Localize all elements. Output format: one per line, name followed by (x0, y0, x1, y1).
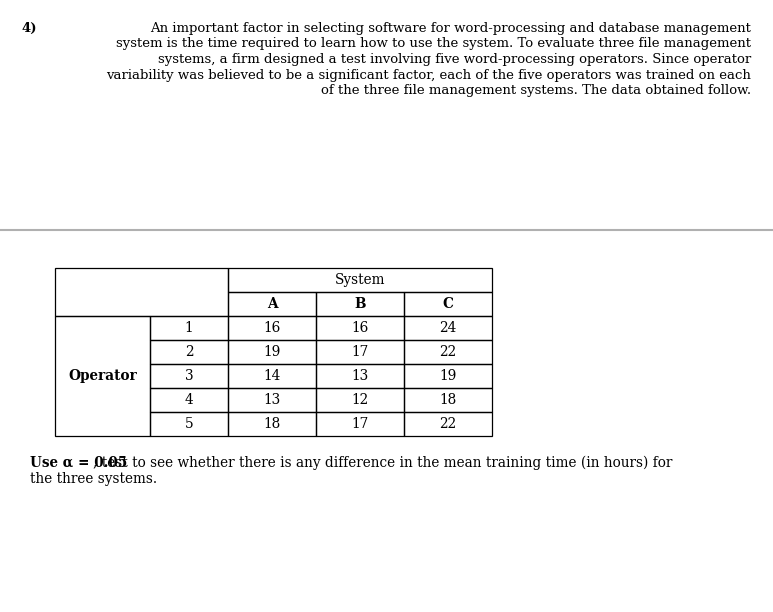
Bar (228, 364, 316, 388)
Bar (150, 340, 228, 364)
Text: B: B (354, 297, 366, 311)
Text: 17: 17 (352, 345, 369, 359)
Text: 13: 13 (352, 369, 369, 383)
Text: 22: 22 (439, 345, 457, 359)
Text: systems, a firm designed a test involving five word-processing operators. Since : systems, a firm designed a test involvin… (158, 53, 751, 66)
Bar (228, 292, 316, 316)
Bar (228, 340, 316, 364)
Text: 14: 14 (264, 369, 281, 383)
Bar (55, 316, 150, 436)
Bar (404, 316, 492, 340)
Text: 16: 16 (352, 321, 369, 335)
Bar (228, 412, 316, 436)
Text: 4: 4 (185, 393, 193, 407)
Text: 3: 3 (185, 369, 193, 383)
Text: 17: 17 (352, 417, 369, 431)
Text: 18: 18 (264, 417, 281, 431)
Bar (228, 268, 492, 292)
Text: 19: 19 (439, 369, 457, 383)
Text: 4): 4) (22, 22, 38, 35)
Text: 1: 1 (185, 321, 193, 335)
Text: Use α = 0.05: Use α = 0.05 (30, 456, 128, 470)
Text: , test to see whether there is any difference in the mean training time (in hour: , test to see whether there is any diffe… (93, 456, 673, 471)
Text: the three systems.: the three systems. (30, 472, 157, 487)
Bar (404, 340, 492, 364)
Bar (316, 292, 404, 316)
Bar (404, 364, 492, 388)
Text: 16: 16 (264, 321, 281, 335)
Text: 19: 19 (264, 345, 281, 359)
Text: system is the time required to learn how to use the system. To evaluate three fi: system is the time required to learn how… (116, 37, 751, 51)
Text: C: C (443, 297, 454, 311)
Text: 2: 2 (185, 345, 193, 359)
Bar (150, 316, 228, 340)
Bar (150, 412, 228, 436)
Text: of the three file management systems. The data obtained follow.: of the three file management systems. Th… (321, 84, 751, 97)
Text: 13: 13 (264, 393, 281, 407)
Bar (228, 316, 316, 340)
Text: An important factor in selecting software for word-processing and database manag: An important factor in selecting softwar… (150, 22, 751, 35)
Text: 12: 12 (352, 393, 369, 407)
Bar (316, 388, 404, 412)
Text: 18: 18 (439, 393, 457, 407)
Bar (150, 388, 228, 412)
Bar (316, 340, 404, 364)
Bar (150, 364, 228, 388)
Bar (404, 388, 492, 412)
Bar (316, 412, 404, 436)
Bar (228, 388, 316, 412)
Text: 5: 5 (185, 417, 193, 431)
Bar (55, 268, 228, 316)
Text: 22: 22 (439, 417, 457, 431)
Text: Operator: Operator (68, 369, 137, 383)
Text: A: A (267, 297, 278, 311)
Text: variability was believed to be a significant factor, each of the five operators : variability was believed to be a signifi… (106, 69, 751, 81)
Bar (404, 412, 492, 436)
Text: 24: 24 (439, 321, 457, 335)
Text: System: System (335, 273, 385, 287)
Bar (316, 364, 404, 388)
Bar (404, 292, 492, 316)
Bar (316, 316, 404, 340)
